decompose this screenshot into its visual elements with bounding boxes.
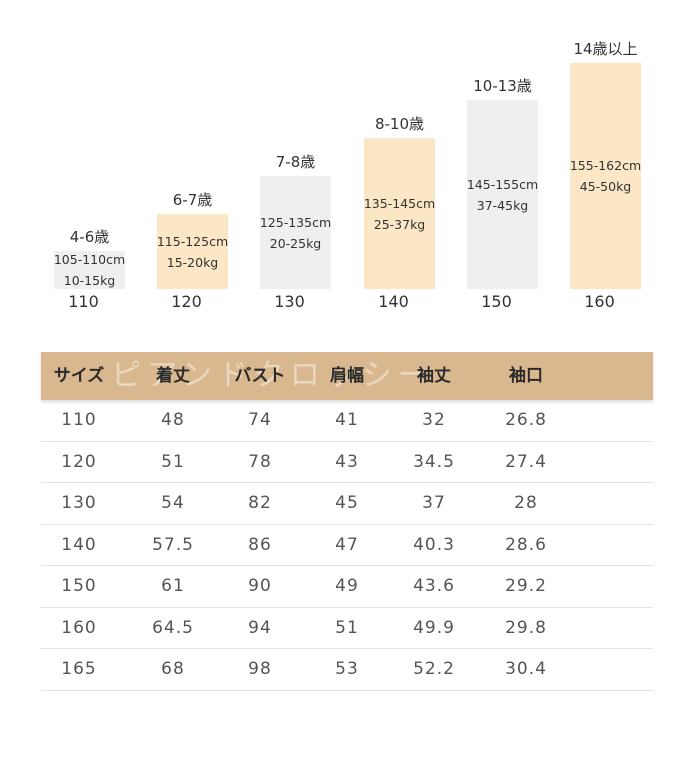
table-cell: 74: [248, 410, 272, 430]
height-range: 115-125cm: [156, 233, 229, 249]
table-cell: 41: [335, 410, 359, 430]
table-row: 140 57.5 86 47 40.3 28.6: [41, 525, 653, 566]
table-cell: 64.5: [152, 617, 194, 638]
table-cell: 130: [61, 493, 97, 513]
table-cell: 57.5: [152, 534, 194, 555]
table-cell: 90: [248, 576, 272, 596]
table-cell: 49: [335, 576, 359, 596]
bar-range-text: 155-162cm 45-50kg: [556, 155, 656, 197]
age-label: 6-7歳: [172, 191, 213, 209]
age-label: 14歳以上: [573, 40, 638, 58]
column-header: 肩幅: [330, 366, 364, 386]
size-chart: 4-6歳 105-110cm 10-15kg 110 6-7歳 115-125cm 15-2…: [0, 0, 700, 330]
table-cell: 86: [248, 534, 272, 555]
table-cell: 29.8: [505, 617, 547, 638]
table-cell: 26.8: [505, 410, 547, 430]
table-cell: 52.2: [413, 659, 455, 679]
column-header: 袖口: [509, 366, 543, 386]
bar-range-text: 135-145cm 25-37kg: [350, 193, 450, 235]
bar-range-text: 115-125cm 15-20kg: [143, 231, 243, 273]
bar-120: [157, 214, 228, 289]
bar-110: [54, 251, 125, 289]
table-cell: 61: [161, 576, 185, 596]
table-header: ピアンドクロッシー サイズ 着丈 バスト 肩幅 袖丈 袖口: [41, 352, 653, 400]
table-row: 110 48 74 41 32 26.8: [41, 400, 653, 442]
bar-range-text: 145-155cm 37-45kg: [453, 174, 553, 216]
column-header: 着丈: [156, 366, 190, 386]
table-cell: 28: [514, 493, 538, 513]
table-cell: 110: [61, 410, 97, 430]
weight-range: 10-15kg: [63, 273, 116, 288]
table-cell: 160: [61, 617, 97, 638]
table-row: 160 64.5 94 51 49.9 29.8: [41, 608, 653, 649]
table-row: 120 51 78 43 34.5 27.4: [41, 442, 653, 483]
table-cell: 40.3: [413, 534, 455, 555]
weight-range: 45-50kg: [579, 179, 632, 194]
size-label: 160: [584, 292, 615, 311]
table-cell: 32: [422, 410, 446, 430]
size-table: ピアンドクロッシー サイズ 着丈 バスト 肩幅 袖丈 袖口 110 48 74 41 32 26.8…: [41, 352, 653, 691]
size-label: 130: [274, 292, 305, 311]
table-cell: 54: [161, 493, 185, 513]
size-label: 150: [481, 292, 512, 311]
table-cell: 27.4: [505, 451, 547, 472]
table-row: 150 61 90 49 43.6 29.2: [41, 566, 653, 608]
bar-160: [570, 63, 641, 289]
table-cell: 34.5: [413, 451, 455, 472]
table-cell: 45: [335, 493, 359, 513]
column-header: サイズ: [53, 366, 105, 386]
table-cell: 165: [61, 659, 97, 679]
table-cell: 37: [422, 493, 446, 513]
column-header: バスト: [234, 366, 286, 386]
table-cell: 51: [161, 451, 185, 472]
table-cell: 28.6: [505, 534, 547, 555]
height-range: 145-155cm: [466, 176, 539, 192]
weight-range: 25-37kg: [373, 216, 426, 232]
height-range: 105-110cm: [53, 252, 126, 267]
table-cell: 140: [61, 534, 97, 555]
table-cell: 98: [248, 659, 272, 679]
height-range: 125-135cm: [259, 214, 332, 230]
table-cell: 43: [335, 451, 359, 472]
table-cell: 30.4: [505, 659, 547, 679]
table-body: 110 48 74 41 32 26.8 120 51 78 43 34.5 27.4 130 54 82 4…: [41, 400, 653, 691]
table-cell: 51: [335, 617, 359, 638]
table-cell: 82: [248, 493, 272, 513]
column-header: 袖丈: [417, 366, 451, 386]
bar-range-text: 105-110cm 10-15kg: [40, 249, 140, 291]
table-cell: 78: [248, 451, 272, 472]
table-cell: 68: [161, 659, 185, 679]
weight-range: 15-20kg: [166, 254, 219, 270]
table-cell: 53: [335, 659, 359, 679]
table-row: 130 54 82 45 37 28: [41, 483, 653, 525]
bar-range-text: 125-135cm 20-25kg: [246, 212, 346, 254]
table-cell: 43.6: [413, 576, 455, 596]
height-range: 135-145cm: [363, 195, 436, 211]
table-cell: 48: [161, 410, 185, 430]
table-cell: 47: [335, 534, 359, 555]
table-cell: 29.2: [505, 576, 547, 596]
age-label: 7-8歳: [275, 153, 316, 171]
table-cell: 49.9: [413, 617, 455, 638]
bar-150: [467, 100, 538, 289]
bar-130: [260, 176, 331, 289]
table-row: 165 68 98 53 52.2 30.4: [41, 649, 653, 691]
weight-range: 20-25kg: [269, 235, 322, 251]
size-label: 120: [171, 292, 202, 311]
age-label: 8-10歳: [374, 115, 425, 133]
watermark-text: ピアンドクロッシー: [111, 358, 434, 393]
table-cell: 150: [61, 576, 97, 596]
bar-140: [364, 138, 435, 289]
height-range: 155-162cm: [569, 158, 642, 173]
size-label: 110: [68, 292, 99, 311]
size-label: 140: [378, 292, 409, 311]
table-cell: 94: [248, 617, 272, 638]
age-label: 10-13歳: [473, 77, 532, 95]
age-label: 4-6歳: [69, 228, 110, 246]
weight-range: 37-45kg: [476, 197, 529, 213]
table-cell: 120: [61, 451, 97, 472]
